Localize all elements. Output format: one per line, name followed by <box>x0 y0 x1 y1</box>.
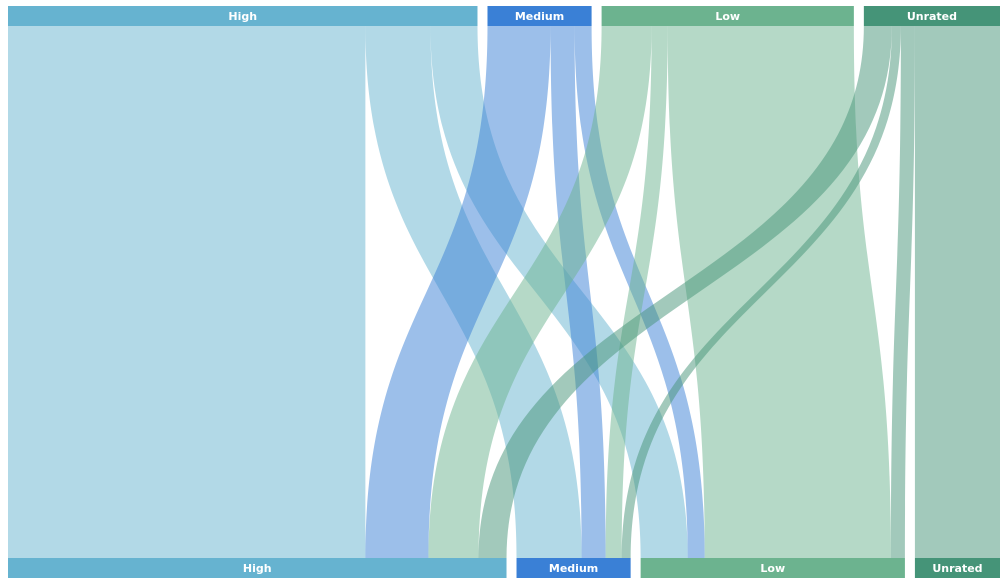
target-node <box>516 558 631 578</box>
target-node <box>640 558 905 578</box>
flow <box>605 26 668 558</box>
source-node <box>8 6 478 26</box>
flow <box>478 26 892 558</box>
target-node <box>914 558 1000 578</box>
source-node <box>601 6 854 26</box>
target-label: Low <box>760 562 785 575</box>
flow <box>8 26 366 558</box>
source-label: Medium <box>515 10 564 23</box>
target-label: Medium <box>549 562 598 575</box>
target-label: High <box>243 562 272 575</box>
source-label: High <box>228 10 257 23</box>
flow <box>621 26 901 558</box>
source-label: Unrated <box>907 10 957 23</box>
flow <box>914 26 1000 558</box>
target-node <box>8 558 507 578</box>
flow <box>365 26 551 558</box>
source-node <box>863 6 1000 26</box>
flow <box>550 26 606 558</box>
flow <box>890 26 915 558</box>
target-label: Unrated <box>932 562 982 575</box>
source-label: Low <box>715 10 740 23</box>
source-node <box>487 6 592 26</box>
flow <box>428 26 652 558</box>
